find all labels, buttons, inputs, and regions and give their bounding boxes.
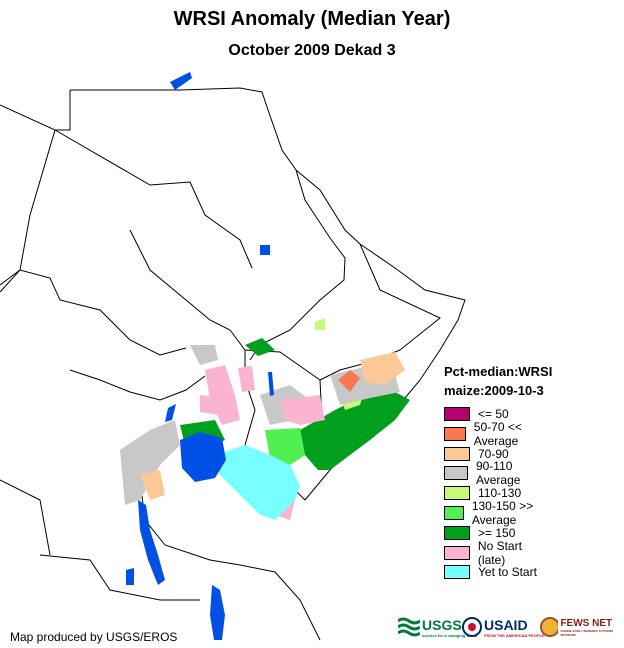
border-uganda-kenya [244,350,256,446]
border-egypt-sudan [70,87,297,171]
map-title: WRSI Anomaly (Median Year) [173,8,451,30]
patch-110-130-ethiopia [315,318,325,330]
legend-label: 130-150 >> Average [471,499,534,527]
lake-tanganyika [138,500,165,585]
legend-label: <= 50 [478,407,509,421]
border-drc-north [69,369,206,401]
patch-above-150-ethiopia [245,338,275,356]
border-libya-west [0,104,56,286]
legend-label: 50-70 << Average [473,419,522,448]
patch-no-start-west [200,395,220,415]
patch-70-90-west [140,470,165,500]
legend-label: >= 150 [478,525,516,540]
fewsnet-tagline: FAMINE EARLY WARNING SYSTEMS NETWORK [560,628,613,637]
legend: Pct-median:WRSI maize:2009-10-3 <= 50 50-… [444,362,553,580]
usgs-tagline: science for a changing world [422,632,478,638]
legend-item: 50-70 << Average [444,420,552,448]
legend-label: 90-110 Average [475,459,521,488]
border-ethiopia-somalia [319,243,441,381]
legend-swatch [444,525,470,540]
patch-no-start-ethiopia [205,365,240,425]
lake-malawi [210,585,225,640]
legend-swatch [444,407,470,421]
patch-70-90-horn [360,352,405,385]
legend-label: No Start (late) [477,538,522,567]
legend-item: 70-90 [444,446,509,462]
legend-item: Yet to Start [444,564,537,580]
border-drc-west [0,479,51,556]
lake-tana [260,245,270,255]
border-tanzania-south [239,564,321,641]
lake-kyoga [200,452,212,462]
water-bodies [126,72,274,640]
usgs-wave-icon [398,617,420,637]
lake-west [126,568,134,585]
legend-swatch [444,565,470,580]
legend-header-1: Pct-median:WRSI [444,364,553,379]
usgs-text: USGS [422,616,462,633]
fewsnet-logo: FEWS NET FAMINE EARLY WARNING SYSTEMS NE… [540,612,624,642]
border-chad-sudan [54,129,253,269]
legend-item: 110-130 [444,485,521,501]
red-sea-islands [170,72,192,90]
legend-label: 110-130 [478,486,522,501]
legend-label: Yet to Start [478,565,537,580]
border-drc-zambia [39,554,200,601]
legend-label: 70-90 [478,446,509,461]
anomaly-patches [120,318,410,520]
legend-swatch [444,506,464,520]
legend-swatch [444,446,470,461]
usaid-seal-icon [462,617,482,637]
legend-item: >= 150 [444,525,515,541]
legend-item: No Start (late) [444,539,552,567]
usaid-tagline: FROM THE AMERICAN PEOPLE [484,632,545,638]
border-eritrea [295,169,361,245]
patch-avg-sudan [190,345,218,365]
fewsnet-text: FEWS NET [560,617,613,629]
legend-item: 130-150 >> Average [444,499,552,527]
usaid-logo: USAID FROM THE AMERICAN PEOPLE [462,612,545,642]
patch-50-70-horn [338,370,360,392]
border-car [0,269,187,356]
legend-swatch [444,466,468,481]
patch-yet-to-start [215,445,300,520]
patch-no-start-sudan [238,366,255,392]
patch-above-150-kenya [300,392,410,470]
map-subtitle: October 2009 Dekad 3 [228,42,396,59]
lake-albert [165,404,176,422]
border-egypt-libya [55,90,71,131]
patch-avg-west [120,420,180,505]
usgs-logo: USGS science for a changing world [398,612,477,642]
patch-no-start-kenya [280,395,325,425]
lake-turkana [268,372,274,396]
fewsnet-globe-icon [540,617,559,637]
legend-item: 90-110 Average [444,459,552,487]
usaid-text: USAID [484,616,528,633]
legend-header-2: maize:2009-10-3 [444,383,544,398]
map-credit: Map produced by USGS/EROS [10,630,178,644]
legend-swatch [444,545,470,560]
legend-item: <= 50 [444,406,509,422]
legend-swatch [444,426,466,441]
legend-swatch [444,486,470,501]
patch-130-150-kenya [265,428,305,465]
border-sudan-south [129,229,321,381]
border-sudan-ethiopia [249,169,346,361]
